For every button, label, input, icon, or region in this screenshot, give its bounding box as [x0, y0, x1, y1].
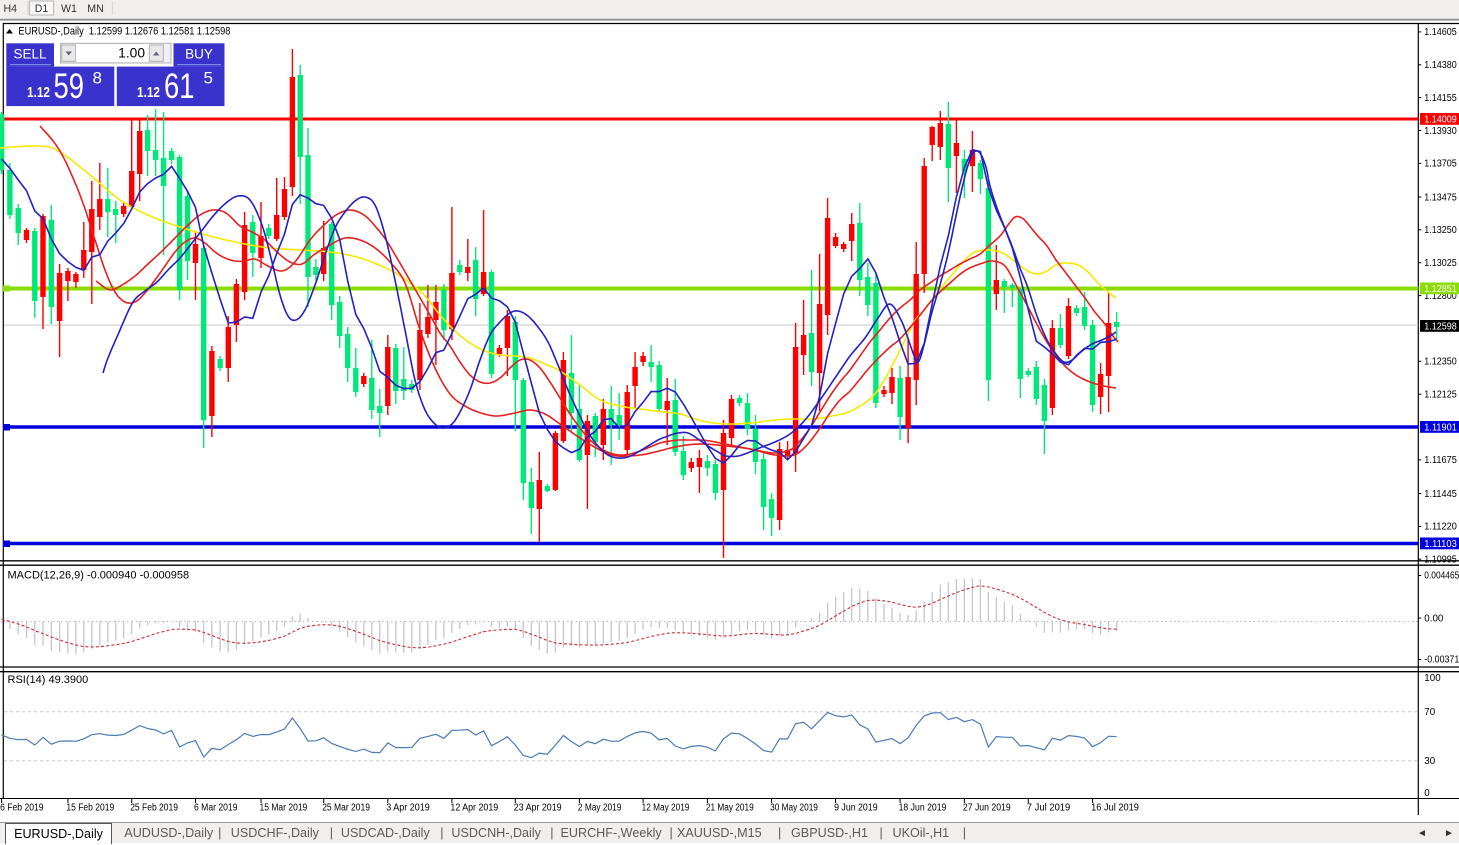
svg-text:1.12: 1.12 — [137, 84, 160, 101]
svg-text:2 May 2019: 2 May 2019 — [578, 803, 622, 814]
svg-text:6 Mar 2019: 6 Mar 2019 — [194, 803, 238, 814]
svg-text:61: 61 — [164, 67, 195, 106]
svg-text:D1: D1 — [35, 3, 49, 15]
svg-text:EURUSD-,Daily 1.12599 1.12676: EURUSD-,Daily 1.12599 1.12676 1.12581 1.… — [18, 25, 230, 37]
svg-text:-0.00371: -0.00371 — [1424, 655, 1459, 666]
svg-text:1.12125: 1.12125 — [1424, 390, 1457, 401]
svg-text:30: 30 — [1424, 756, 1435, 767]
svg-text:0.004465: 0.004465 — [1424, 571, 1459, 582]
svg-text:15 Feb 2019: 15 Feb 2019 — [66, 803, 114, 814]
svg-text:1.12598: 1.12598 — [1424, 322, 1457, 333]
svg-text:59: 59 — [54, 67, 85, 106]
svg-text:1.10995: 1.10995 — [1424, 555, 1457, 566]
svg-text:100: 100 — [1424, 673, 1441, 684]
svg-text:1.12800: 1.12800 — [1424, 291, 1457, 302]
svg-text:7 Jul 2019: 7 Jul 2019 — [1027, 803, 1071, 814]
svg-text:1.00: 1.00 — [118, 46, 145, 61]
svg-text:1.13250: 1.13250 — [1424, 225, 1457, 236]
svg-text:1.13475: 1.13475 — [1424, 192, 1457, 203]
svg-text:8: 8 — [93, 69, 102, 88]
svg-text:1.13705: 1.13705 — [1424, 159, 1457, 170]
svg-text:1.14155: 1.14155 — [1424, 93, 1457, 104]
svg-text:25 Feb 2019: 25 Feb 2019 — [130, 803, 178, 814]
svg-text:9 Jun 2019: 9 Jun 2019 — [834, 803, 878, 814]
svg-text:1.12851: 1.12851 — [1424, 284, 1457, 295]
svg-text:0: 0 — [1424, 788, 1430, 799]
svg-text:H4: H4 — [4, 3, 18, 15]
svg-text:6 Feb 2019: 6 Feb 2019 — [0, 803, 44, 814]
svg-text:1.11675: 1.11675 — [1424, 455, 1457, 466]
svg-text:1.13930: 1.13930 — [1424, 126, 1457, 137]
svg-text:BUY: BUY — [185, 47, 213, 62]
svg-text:18 Jun 2019: 18 Jun 2019 — [899, 803, 947, 814]
svg-text:12 Apr 2019: 12 Apr 2019 — [450, 803, 498, 814]
svg-text:1.13025: 1.13025 — [1424, 258, 1457, 269]
svg-text:16 Jul 2019: 16 Jul 2019 — [1091, 803, 1139, 814]
svg-text:30 May 2019: 30 May 2019 — [770, 803, 818, 814]
svg-text:5: 5 — [204, 69, 213, 88]
svg-text:70: 70 — [1424, 707, 1435, 718]
svg-text:W1: W1 — [61, 3, 77, 15]
svg-text:1.11445: 1.11445 — [1424, 489, 1457, 500]
svg-text:15 Mar 2019: 15 Mar 2019 — [260, 803, 308, 814]
svg-text:MN: MN — [87, 3, 103, 15]
svg-text:SELL: SELL — [13, 47, 47, 62]
svg-text:12 May 2019: 12 May 2019 — [642, 803, 690, 814]
svg-text:MACD(12,26,9) -0.000940 -0.000: MACD(12,26,9) -0.000940 -0.000958 — [8, 570, 190, 582]
svg-text:1.14380: 1.14380 — [1424, 60, 1457, 71]
svg-text:25 Mar 2019: 25 Mar 2019 — [322, 803, 370, 814]
svg-text:0.00: 0.00 — [1424, 613, 1444, 624]
svg-text:1.11220: 1.11220 — [1424, 522, 1457, 533]
svg-text:1.14605: 1.14605 — [1424, 27, 1457, 38]
svg-text:1.11901: 1.11901 — [1424, 423, 1457, 434]
svg-text:3 Apr 2019: 3 Apr 2019 — [386, 803, 430, 814]
svg-text:27 Jun 2019: 27 Jun 2019 — [963, 803, 1011, 814]
svg-text:23 Apr 2019: 23 Apr 2019 — [514, 803, 562, 814]
svg-text:1.12350: 1.12350 — [1424, 357, 1457, 368]
svg-text:21 May 2019: 21 May 2019 — [706, 803, 754, 814]
svg-text:RSI(14) 49.3900: RSI(14) 49.3900 — [8, 674, 89, 686]
svg-text:1.11103: 1.11103 — [1424, 539, 1457, 550]
svg-text:1.14009: 1.14009 — [1424, 115, 1457, 126]
svg-text:1.12: 1.12 — [27, 84, 50, 101]
